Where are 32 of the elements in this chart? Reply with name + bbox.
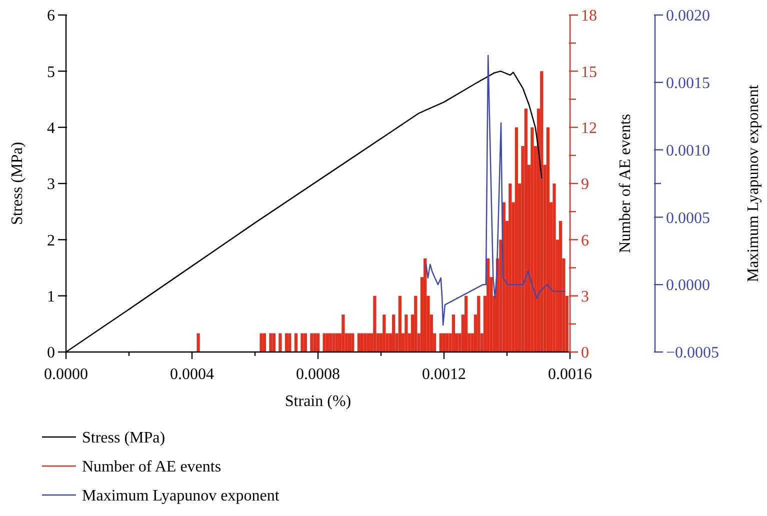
legend-label: Maximum Lyapunov exponent: [82, 488, 280, 505]
y-tick-label: 5: [47, 64, 55, 81]
y3-tick-label: 0.0010: [666, 142, 710, 160]
y3-tick-label: 0.0000: [666, 277, 710, 294]
y2-tick-label: 15: [581, 64, 597, 81]
y2-tick-label: 3: [581, 288, 589, 306]
y2-tick-label: 0: [581, 344, 589, 362]
x-axis-title: Strain (%): [284, 393, 352, 410]
y-axis-title: Stress (MPa): [9, 142, 26, 226]
y3-tick-label: 0.0005: [666, 210, 710, 227]
y2-tick-label: 9: [581, 176, 589, 194]
y-tick-label: 2: [47, 232, 55, 250]
y-tick-label: 6: [47, 8, 55, 25]
legend-label: Stress (MPa): [82, 430, 166, 447]
x-tick-label: 0.0004: [170, 366, 214, 383]
y3-tick-label: 0.0015: [666, 75, 710, 92]
y-tick-label: 3: [47, 176, 55, 194]
x-tick-label: 0.0012: [422, 366, 466, 383]
y2-tick-label: 18: [581, 8, 597, 25]
y3-tick-label: 0.0020: [666, 8, 710, 25]
y2-axis-title: Number of AE events: [617, 114, 634, 254]
y-tick-label: 1: [47, 288, 55, 306]
x-tick-label: 0.0016: [548, 366, 592, 383]
x-tick-label: 0.0000: [44, 366, 88, 383]
y-tick-label: 0: [47, 344, 55, 362]
y-tick-label: 4: [47, 120, 55, 137]
y3-tick-label: −0.0005: [666, 344, 720, 362]
legend-label: Number of AE events: [82, 458, 222, 476]
x-tick-label: 0.0008: [296, 366, 340, 383]
y3-axis-title: Maximum Lyapunov exponent: [745, 84, 762, 282]
y2-tick-label: 6: [581, 232, 589, 250]
y2-tick-label: 12: [581, 120, 597, 137]
